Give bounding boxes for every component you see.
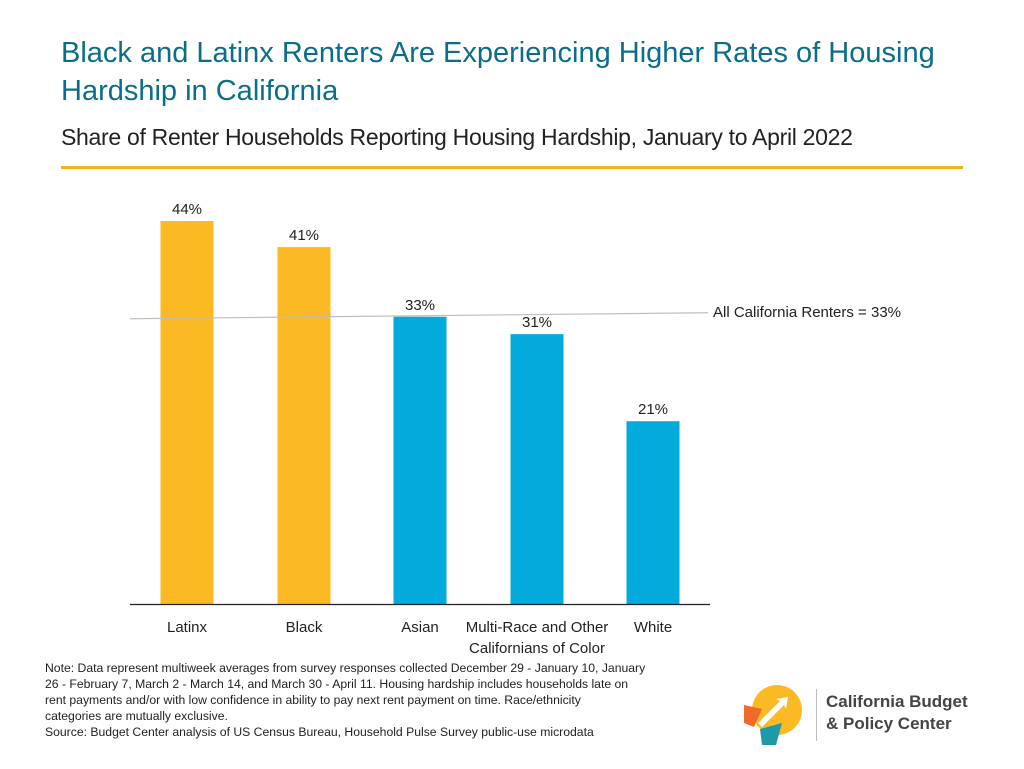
logo-white-arrow (758, 697, 788, 727)
category-label-0: Latinx (167, 619, 208, 636)
bar-chart: All California Renters = 33% 44% Latinx 41… (129, 201, 901, 657)
reference-line (129, 312, 709, 320)
note-line-4: categories are mutually exclusive. (45, 709, 228, 723)
footnote: Note: Data represent multiweek averages … (45, 660, 745, 740)
category-label-2: Asian (401, 619, 439, 636)
bars-layer (160, 221, 680, 604)
chart-title: Black and Latinx Renters Are Experiencin… (61, 37, 935, 107)
title-rule (61, 166, 963, 169)
reference-layer: All California Renters = 33% (129, 304, 901, 321)
logo-divider (816, 689, 817, 741)
category-label-3-line-2: Californians of Color (469, 640, 605, 657)
logo-teal-shape (760, 723, 782, 745)
value-label-1: 41% (289, 227, 319, 244)
note-line-3: rent payments and/or with low confidence… (45, 693, 581, 707)
category-label-1: Black (286, 619, 323, 636)
category-label-4: White (634, 619, 672, 636)
logo-line-1: California Budget (826, 692, 968, 711)
logo-mark-icon (744, 685, 802, 745)
reference-line-label: All California Renters = 33% (713, 304, 901, 321)
bar-2 (393, 316, 447, 604)
chart-subtitle: Share of Renter Households Reporting Hou… (61, 124, 853, 150)
source-line: Source: Budget Center analysis of US Cen… (45, 725, 594, 739)
labels-layer: 44% Latinx 41% Black 33% Asian 31% Multi-Race a… (167, 201, 672, 657)
bar-1 (277, 247, 331, 604)
logo[interactable]: California Budget & Policy Center (742, 683, 982, 747)
logo-line-2: & Policy Center (826, 714, 952, 733)
value-label-0: 44% (172, 201, 202, 218)
value-label-3: 31% (522, 314, 552, 331)
logo-text: California Budget & Policy Center (826, 691, 968, 735)
bar-0 (160, 221, 214, 604)
bar-4 (626, 421, 680, 604)
category-label-3: Multi-Race and Other (466, 619, 609, 636)
logo-orange-shape (744, 705, 762, 727)
note-line-1: Note: Data represent multiweek averages … (45, 661, 646, 675)
bar-3 (510, 334, 564, 604)
note-line-2: 26 - February 7, March 2 - March 14, and… (45, 677, 629, 691)
value-label-4: 21% (638, 401, 668, 418)
value-label-2: 33% (405, 297, 435, 314)
